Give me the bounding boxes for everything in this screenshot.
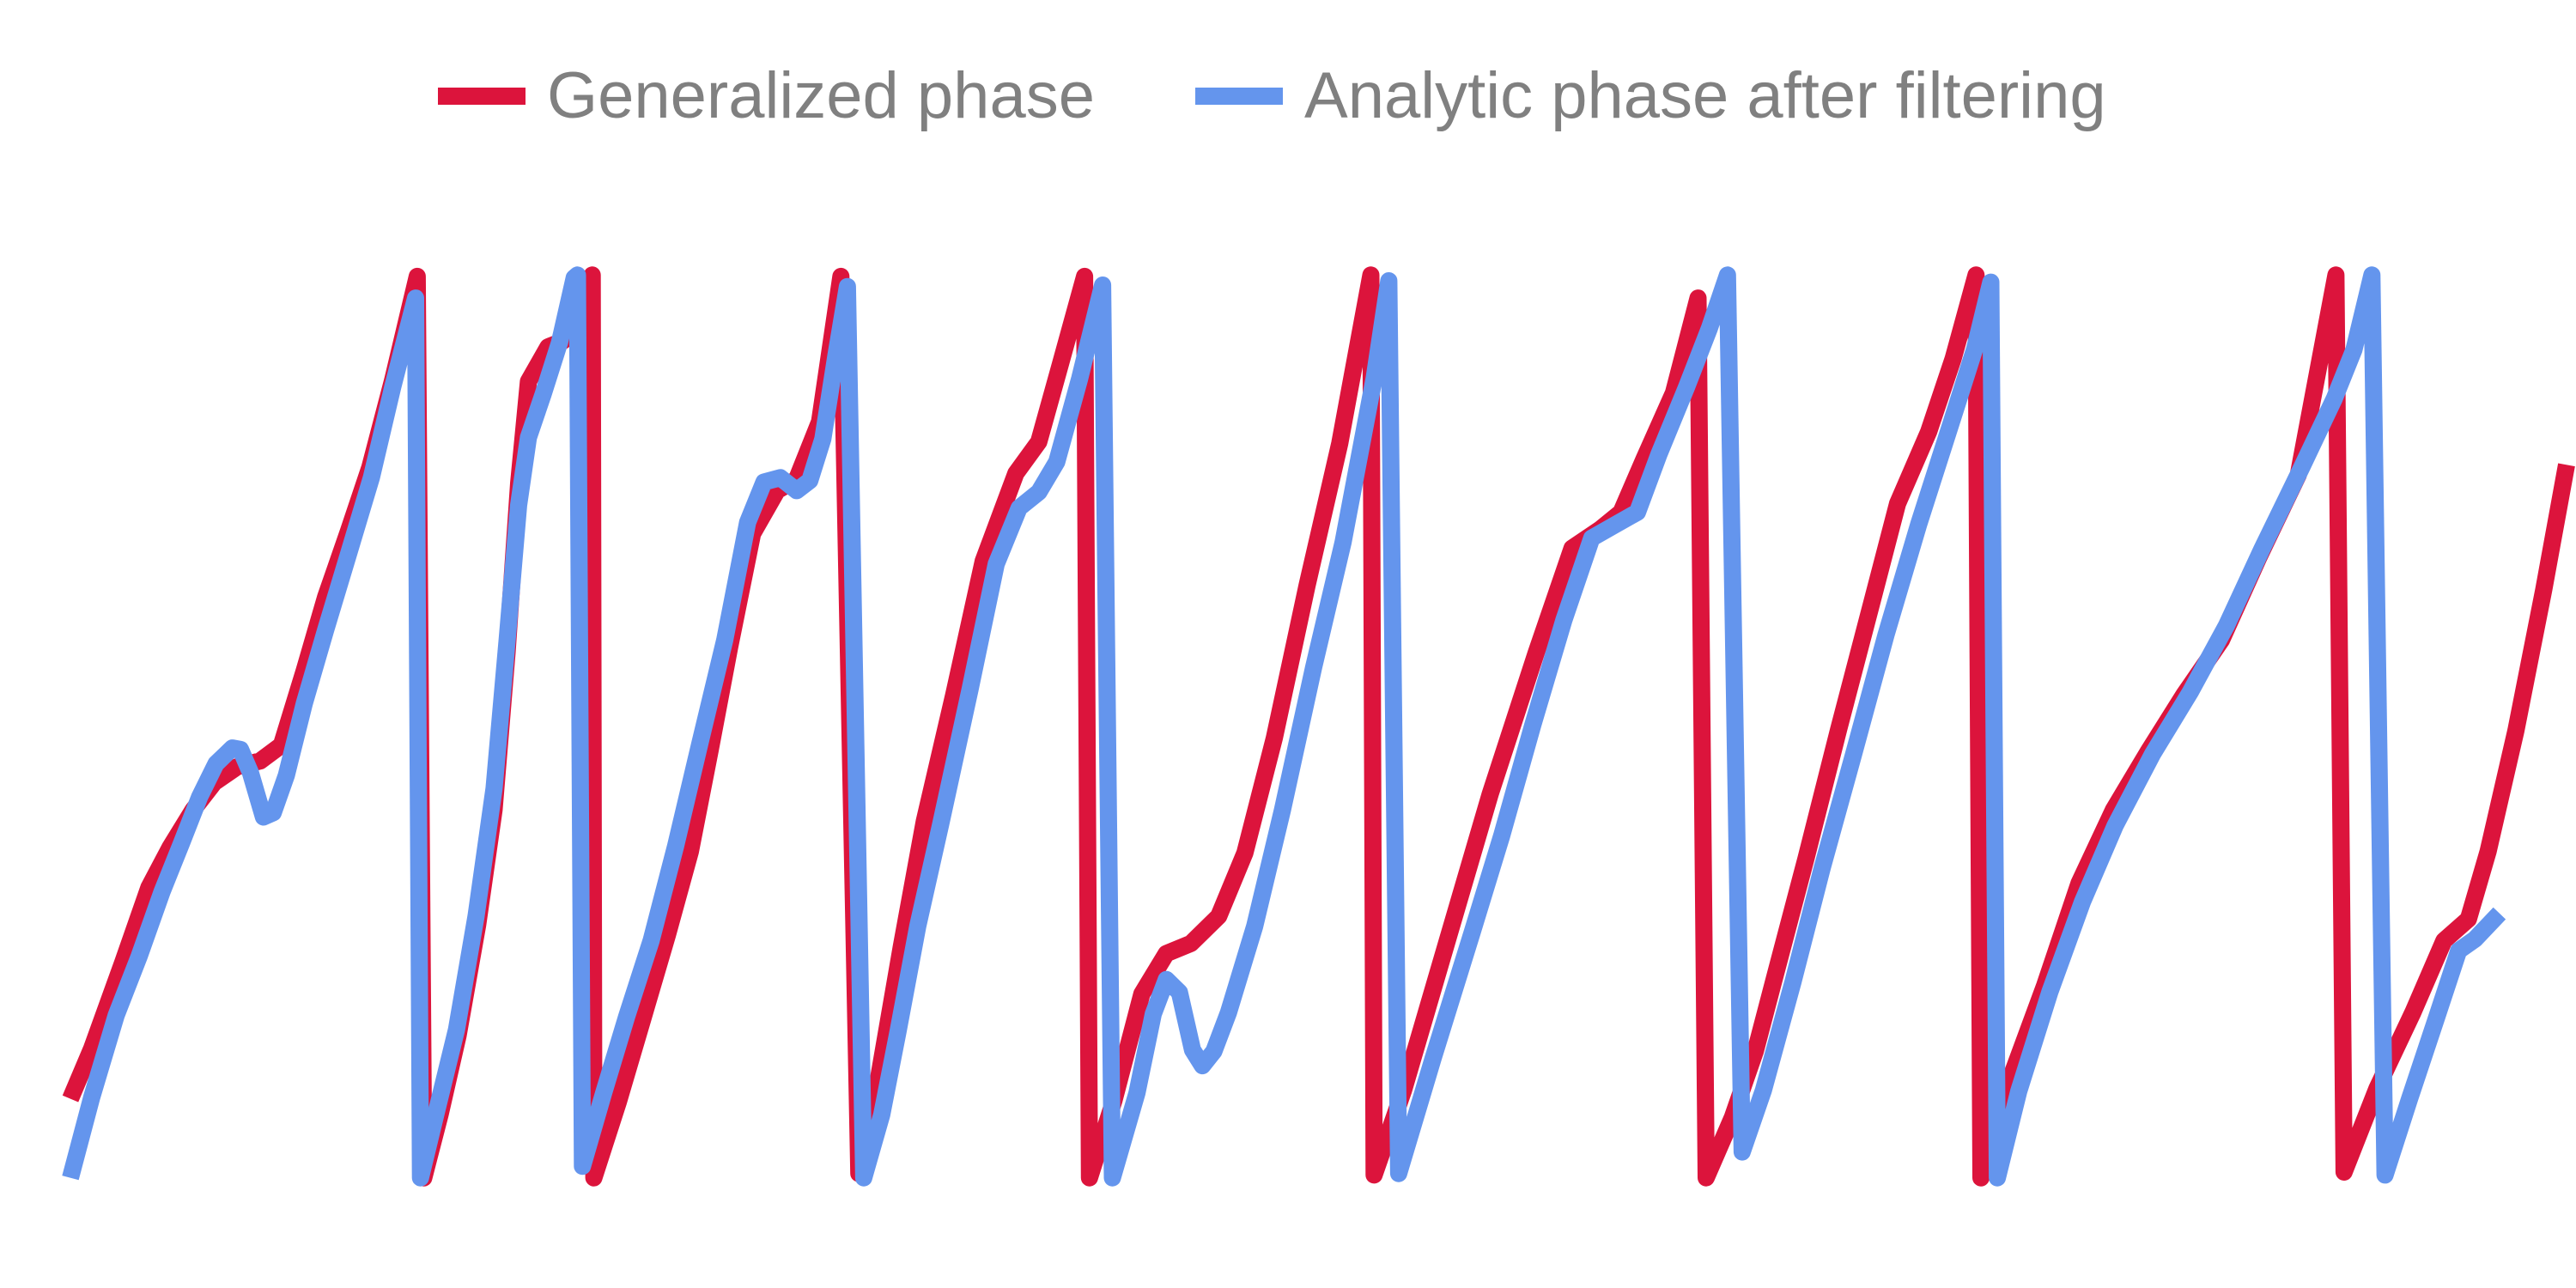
legend-label-analytic-phase: Analytic phase after filtering <box>1304 59 2106 132</box>
legend-label-generalized-phase: Generalized phase <box>547 59 1095 132</box>
legend-swatch-generalized-phase <box>438 88 526 105</box>
legend-item-generalized-phase: Generalized phase <box>438 59 1095 132</box>
legend-item-analytic-phase: Analytic phase after filtering <box>1195 59 2106 132</box>
legend-swatch-analytic-phase <box>1195 88 1283 105</box>
series-line-analytic-phase <box>62 266 2506 1187</box>
plot-area <box>62 266 2575 1187</box>
legend: Generalized phase Analytic phase after f… <box>438 59 2106 132</box>
